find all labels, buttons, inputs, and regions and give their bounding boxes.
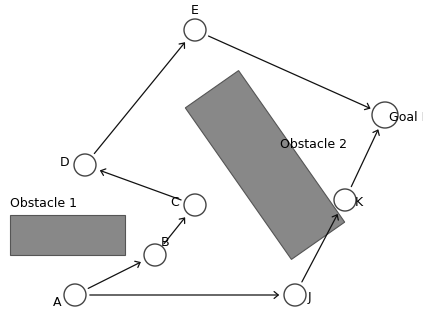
- Circle shape: [284, 284, 306, 306]
- Circle shape: [184, 194, 206, 216]
- Bar: [10, 215, 125, 255]
- Circle shape: [74, 154, 96, 176]
- Circle shape: [334, 189, 356, 211]
- Circle shape: [64, 284, 86, 306]
- Text: K: K: [355, 196, 363, 208]
- Text: D: D: [60, 156, 70, 170]
- Text: C: C: [170, 197, 179, 209]
- Text: E: E: [191, 4, 199, 17]
- Circle shape: [184, 19, 206, 41]
- Circle shape: [144, 244, 166, 266]
- Text: Goal Position (G): Goal Position (G): [389, 111, 423, 124]
- Circle shape: [372, 102, 398, 128]
- Text: J: J: [307, 290, 311, 303]
- Polygon shape: [185, 71, 345, 259]
- Text: Obstacle 1: Obstacle 1: [10, 197, 77, 210]
- Text: Obstacle 2: Obstacle 2: [280, 138, 347, 151]
- Text: A: A: [53, 296, 61, 309]
- Text: B: B: [161, 236, 169, 250]
